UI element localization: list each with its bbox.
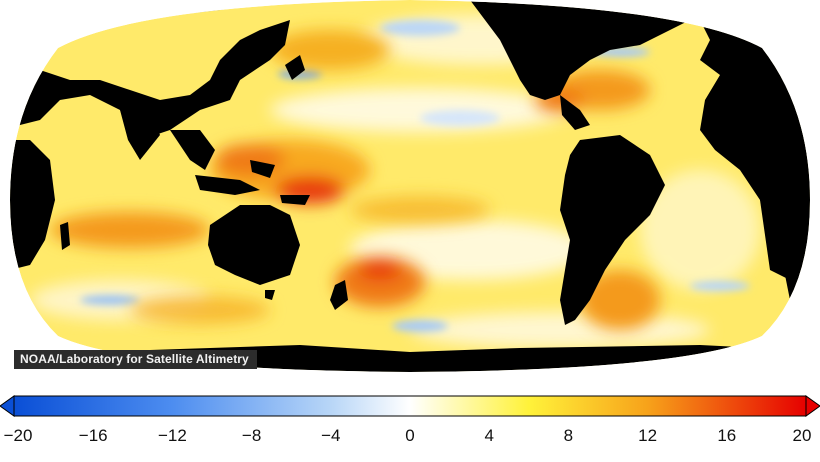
colorbar-tick-label: 12 xyxy=(638,426,658,445)
colorbar-gradient xyxy=(13,395,807,417)
colorbar-tick-label: −8 xyxy=(241,426,262,445)
colorbar-tick-label: 16 xyxy=(717,426,737,445)
colorbar-tick-label: 4 xyxy=(484,426,494,445)
colorbar-tick-label: 0 xyxy=(405,426,415,445)
colorbar-tick-label: −4 xyxy=(321,426,341,445)
colorbar-tick-label: −16 xyxy=(78,426,108,445)
colorbar-min-arrow xyxy=(0,395,15,417)
credit-label: NOAA/Laboratory for Satellite Altimetry xyxy=(14,350,257,369)
sea-level-anomaly-map xyxy=(10,0,810,372)
ocean-anomaly-field xyxy=(10,0,810,372)
colorbar xyxy=(0,392,820,462)
colorbar-tick-label: 8 xyxy=(563,426,574,445)
colorbar-tick-label: 20 xyxy=(792,426,812,445)
colorbar-max-arrow xyxy=(805,395,820,417)
colorbar-tick-label: −20 xyxy=(3,426,33,445)
colorbar-tick-label: −12 xyxy=(157,426,187,445)
